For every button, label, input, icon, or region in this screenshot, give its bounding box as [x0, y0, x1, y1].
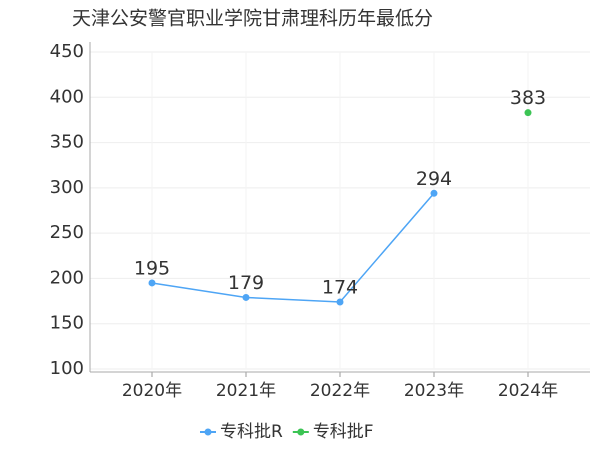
y-tick-label: 450	[50, 41, 84, 62]
data-label: 179	[228, 272, 264, 294]
y-tick-label: 350	[50, 132, 84, 153]
x-tick-label: 2023年	[404, 381, 464, 401]
legend-marker	[204, 428, 212, 436]
data-point	[430, 189, 438, 197]
y-tick-label: 200	[50, 267, 84, 288]
y-tick-label: 400	[50, 86, 84, 107]
data-point	[148, 279, 156, 287]
x-tick-label: 2020年	[122, 381, 182, 401]
legend-label: 专科批F	[313, 422, 374, 442]
y-tick-label: 250	[50, 222, 84, 243]
data-label: 383	[510, 87, 546, 109]
data-label: 294	[416, 168, 452, 190]
legend-marker	[297, 428, 305, 436]
data-label: 174	[322, 276, 358, 298]
y-tick-label: 300	[50, 177, 84, 198]
y-tick-label: 100	[50, 358, 84, 379]
series-line	[151, 192, 435, 303]
data-point	[242, 293, 250, 301]
x-tick-label: 2021年	[216, 381, 276, 401]
chart-title: 天津公安警官职业学院甘肃理科历年最低分	[72, 8, 433, 30]
y-tick-label: 150	[50, 313, 84, 334]
x-tick-label: 2022年	[310, 381, 370, 401]
legend-label: 专科批R	[220, 422, 283, 442]
x-tick-label: 2024年	[498, 381, 558, 401]
data-point	[336, 298, 344, 306]
data-point	[524, 109, 532, 117]
data-label: 195	[134, 257, 170, 279]
